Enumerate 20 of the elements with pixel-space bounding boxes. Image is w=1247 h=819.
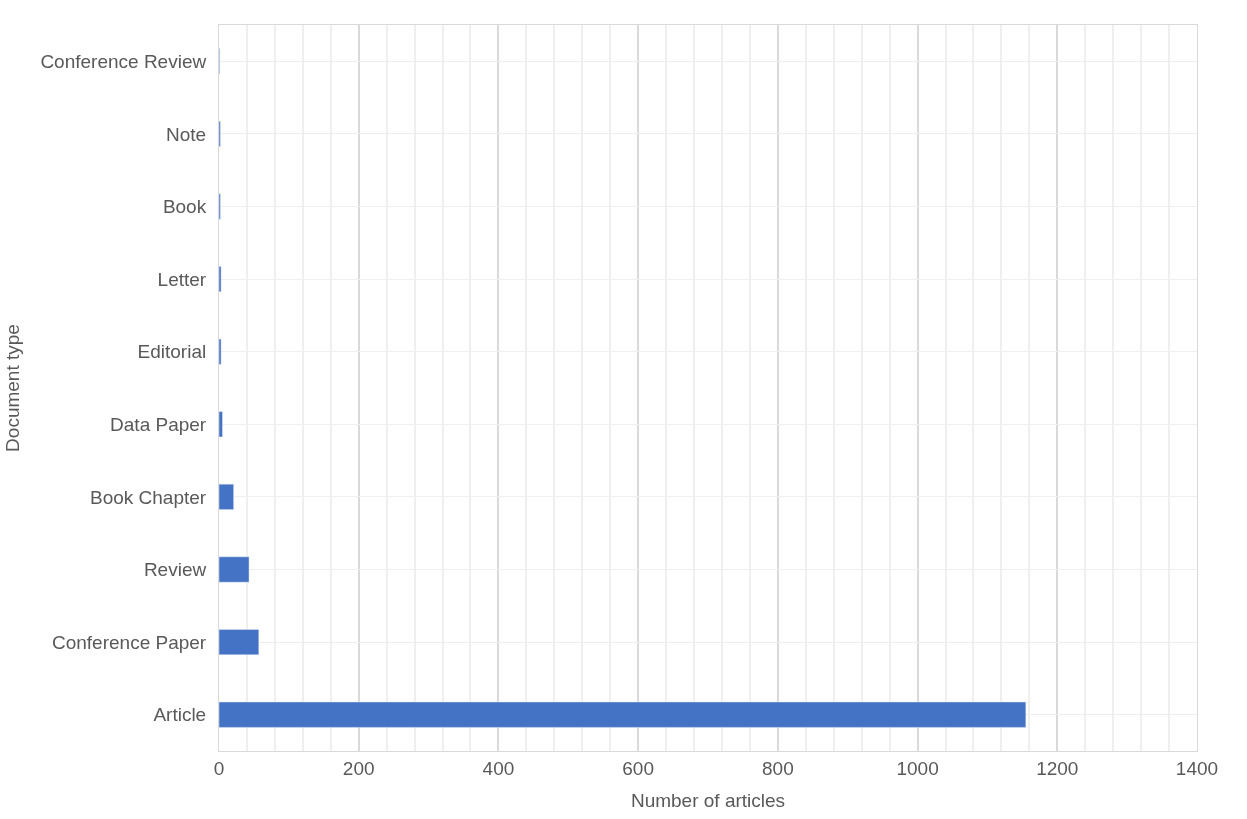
- y-tick-label: Conference Review: [40, 50, 207, 72]
- x-axis-title: Number of articles: [630, 789, 786, 811]
- y-tick-label: Editorial: [137, 341, 207, 363]
- y-tick-label: Review: [143, 559, 207, 581]
- x-tick-label: 1400: [1175, 757, 1219, 779]
- x-tick-label: 800: [762, 757, 794, 779]
- y-axis-title: Document type: [2, 324, 24, 452]
- y-tick-label: Data Paper: [110, 413, 207, 435]
- y-tick-label: Note: [166, 123, 207, 145]
- x-tick-label: 1200: [1036, 757, 1079, 779]
- y-tick-label: Book: [162, 196, 207, 218]
- x-tick-label: 600: [622, 757, 654, 779]
- y-tick-label: Conference Paper: [51, 631, 207, 653]
- x-tick-label: 400: [482, 757, 515, 779]
- y-tick-label: Book Chapter: [90, 486, 207, 508]
- x-tick-label: 1000: [896, 757, 939, 779]
- y-tick-label: Letter: [157, 268, 207, 290]
- y-tick-label: Article: [153, 704, 207, 726]
- x-tick-label: 200: [342, 757, 375, 779]
- x-tick-label: 0: [213, 757, 225, 779]
